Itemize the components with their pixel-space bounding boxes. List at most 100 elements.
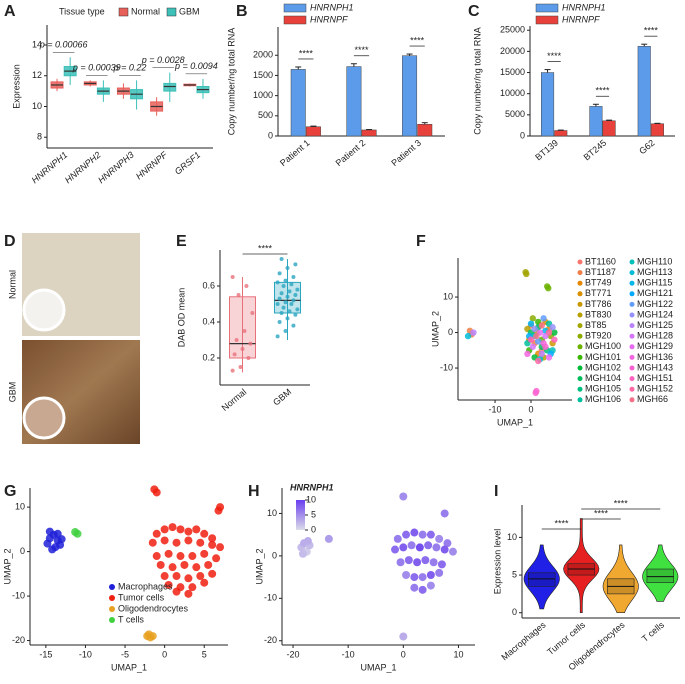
x-tick-label: -10 bbox=[79, 649, 92, 659]
data-point bbox=[279, 311, 284, 315]
x-tick-label: BT245 bbox=[582, 138, 609, 163]
annotation: **** bbox=[547, 51, 562, 61]
data-point bbox=[285, 294, 290, 299]
y-tick-label: 12 bbox=[32, 70, 42, 80]
x-tick-label: HNRNPF bbox=[134, 149, 170, 181]
box bbox=[528, 572, 556, 587]
panel-label: H bbox=[248, 483, 260, 500]
legend-label: MGH101 bbox=[585, 352, 621, 362]
data-point bbox=[437, 560, 446, 569]
legend-swatch bbox=[535, 15, 559, 25]
data-point bbox=[415, 543, 424, 552]
data-point bbox=[152, 488, 161, 497]
data-point bbox=[529, 343, 537, 350]
violin bbox=[523, 544, 560, 610]
data-point bbox=[402, 530, 411, 539]
data-point bbox=[168, 523, 177, 532]
legend-marker bbox=[577, 386, 583, 392]
x-tick-label: 0 bbox=[401, 649, 406, 659]
colorbar-tick-label: 10 bbox=[306, 494, 316, 504]
data-point bbox=[277, 296, 282, 301]
data-point bbox=[281, 284, 286, 288]
bar bbox=[554, 130, 568, 137]
data-point bbox=[289, 302, 294, 306]
legend-marker bbox=[577, 280, 583, 286]
y-tick-label: 0 bbox=[448, 327, 453, 337]
legend-swatch bbox=[535, 3, 559, 13]
bar bbox=[541, 72, 555, 137]
data-point bbox=[279, 291, 284, 296]
data-point bbox=[238, 365, 243, 369]
legend-label: MGH151 bbox=[637, 373, 673, 383]
data-point bbox=[168, 563, 177, 572]
data-point bbox=[275, 302, 280, 306]
panel-label: E bbox=[176, 233, 187, 250]
data-point bbox=[279, 257, 284, 261]
legend-marker bbox=[629, 312, 635, 318]
annotation: p = 0.0028 bbox=[141, 55, 185, 65]
legend-marker bbox=[629, 280, 635, 286]
annotation: **** bbox=[554, 518, 569, 528]
panel-label: C bbox=[468, 3, 480, 20]
data-point bbox=[160, 525, 169, 534]
annotation: **** bbox=[594, 508, 609, 518]
x-axis-label: UMAP_1 bbox=[497, 417, 533, 427]
y-tick-label: 14 bbox=[32, 39, 42, 49]
violin bbox=[563, 518, 600, 614]
data-point bbox=[212, 554, 221, 563]
data-point bbox=[410, 528, 419, 537]
panel-label: F bbox=[416, 233, 426, 250]
data-point bbox=[527, 336, 535, 343]
annotation: **** bbox=[258, 243, 273, 253]
x-tick-label: BT139 bbox=[533, 138, 560, 163]
annotation: **** bbox=[614, 498, 629, 508]
data-point bbox=[236, 293, 241, 297]
legend-label: MGH115 bbox=[637, 278, 672, 288]
data-point bbox=[399, 492, 408, 501]
colorbar-title: HNRNPH1 bbox=[290, 482, 334, 492]
bar bbox=[346, 66, 362, 137]
data-point bbox=[148, 538, 157, 547]
data-point bbox=[71, 528, 80, 537]
data-point bbox=[527, 320, 535, 327]
data-point bbox=[399, 543, 408, 552]
y-axis-label: Expression bbox=[11, 64, 21, 109]
legend-label: HNRNPF bbox=[562, 14, 600, 24]
data-point bbox=[426, 581, 435, 590]
legend-marker bbox=[577, 376, 583, 382]
legend-title: Tissue type bbox=[59, 6, 105, 16]
data-point bbox=[287, 309, 292, 314]
data-point bbox=[43, 539, 52, 548]
x-tick-label: HNRNPH2 bbox=[63, 150, 103, 186]
y-tick-label: 2000 bbox=[253, 50, 273, 60]
legend-label: HNRNPH1 bbox=[562, 2, 606, 12]
legend-label: T cells bbox=[118, 614, 144, 624]
colorbar-tick-label: 5 bbox=[311, 509, 316, 519]
data-point bbox=[448, 547, 457, 556]
data-point bbox=[551, 336, 558, 343]
data-point bbox=[545, 354, 553, 361]
data-point bbox=[413, 558, 422, 567]
data-point bbox=[524, 350, 531, 358]
legend-label: MGH104 bbox=[585, 373, 621, 383]
legend-marker bbox=[577, 333, 583, 339]
data-point bbox=[418, 585, 427, 594]
data-point bbox=[538, 322, 545, 329]
data-point bbox=[248, 341, 253, 346]
data-point bbox=[192, 525, 201, 534]
legend-label: Macrophages bbox=[118, 581, 173, 591]
data-point bbox=[208, 569, 217, 578]
y-tick-label: 0 bbox=[272, 550, 277, 560]
bar bbox=[589, 106, 603, 137]
y-axis-label: Expression level bbox=[492, 529, 502, 595]
ihc-inset bbox=[22, 396, 66, 440]
legend-label: MGH129 bbox=[637, 341, 673, 351]
data-point bbox=[192, 563, 201, 572]
panel-label: I bbox=[494, 483, 498, 500]
annotation: **** bbox=[354, 45, 369, 55]
data-point bbox=[277, 320, 282, 324]
x-tick-label: T cells bbox=[640, 619, 667, 644]
y-tick-label: 10 bbox=[507, 532, 517, 542]
data-point bbox=[244, 284, 249, 288]
data-point bbox=[532, 389, 539, 397]
